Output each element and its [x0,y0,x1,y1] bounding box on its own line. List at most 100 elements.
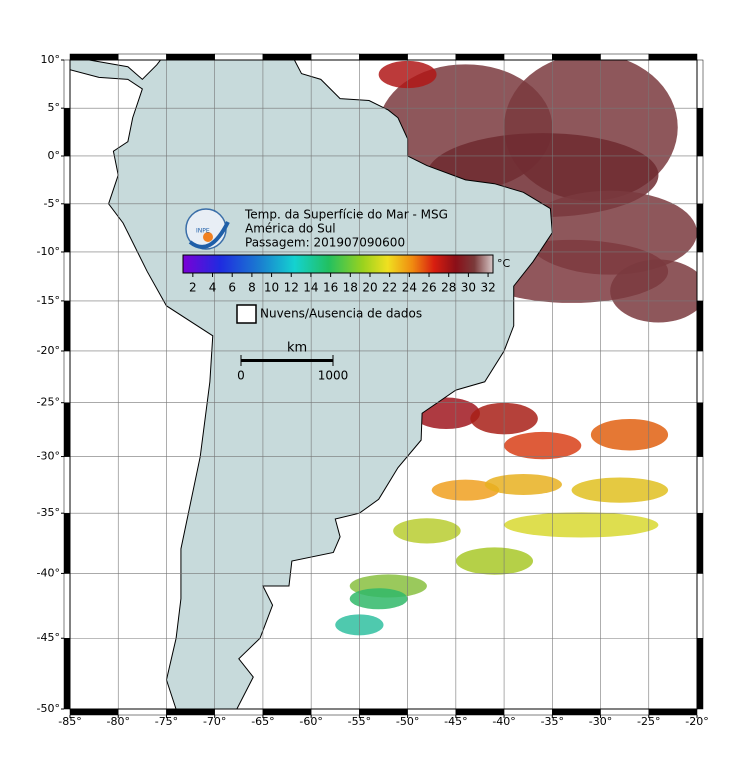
colorbar-tick-label: 6 [228,281,236,295]
lon-tick-label: -45° [444,715,467,728]
scale-tick-label: 0 [237,369,245,383]
lon-tick-label: -35° [541,715,564,728]
frame [69,59,698,710]
colorbar-tick-label: 8 [248,281,256,295]
lon-tick-label: -65° [251,715,274,728]
lon-tick-label: -80° [106,715,129,728]
legend-pass: Passagem: 201907090600 [245,236,405,250]
frame-bar [310,53,360,61]
frame-bar [63,59,71,109]
lat-tick-label: -35° [37,506,60,519]
frame-bar [503,53,553,61]
colorbar-tick-label: 14 [303,281,318,295]
lat-tick-label: -30° [37,450,60,463]
legend-region: América do Sul [245,222,336,236]
frame-bar [600,53,650,61]
frame-bar [359,53,408,61]
frame-bar [696,300,704,352]
colorbar-tick-label: 32 [480,281,495,295]
colorbar-tick-label: 24 [402,281,417,295]
colorbar-tick-label: 30 [461,281,476,295]
colorbar-tick-label: 22 [382,281,397,295]
frame-bar [696,573,704,639]
colorbar-tick-label: 18 [343,281,358,295]
clouds-swatch [236,304,257,324]
colorbar-tick-label: 12 [284,281,299,295]
lat-tick-label: -45° [37,631,60,644]
sst-patch [610,259,697,323]
lon-tick-label: -20° [685,715,708,728]
logo-swoosh [188,221,230,249]
clouds-label: Nuvens/Ausencia de dados [260,307,422,321]
colorbar-tick-label: 2 [189,281,197,295]
frame-bar [696,402,704,457]
frame-bar [69,53,119,61]
frame-bar [696,107,704,157]
lat-tick-label: -40° [37,566,60,579]
frame-bar [63,573,71,639]
frame-bar [696,350,704,403]
frame-bar [696,456,704,514]
sst-patch [484,473,562,495]
sst-patch [504,431,582,460]
frame-bar [63,300,71,352]
lat-tick-label: -5° [44,197,60,210]
frame-bar [552,53,601,61]
lat-tick-label: -25° [37,396,60,409]
sst-patch [504,512,659,538]
scale-tick-label: 1000 [318,369,349,383]
lon-tick-label: -55° [348,715,371,728]
colorbar-tick-label: 28 [441,281,456,295]
map-area [70,60,697,709]
lon-tick-label: -75° [155,715,178,728]
lon-tick-label: -40° [492,715,515,728]
frame-bar [696,203,704,253]
frame-bar [63,155,71,205]
frame-bar [696,251,704,302]
lon-tick-label: -30° [589,715,612,728]
map-layers: -85° -80° -75° -70° -65° -60° -55° -50° -45° -40°… [37,53,709,728]
colorbar-tick-label: 20 [362,281,377,295]
colorbar [182,254,494,274]
sst-patch [455,547,534,575]
frame-bar [262,53,312,61]
sst-patch [590,418,669,451]
lon-tick-label: -70° [203,715,226,728]
lat-tick-label: -50° [37,702,60,715]
logo-text: INPE [196,228,210,235]
lat-tick-label: -15° [37,294,60,307]
sst-patch [431,479,500,501]
colorbar-tick-label: 26 [421,281,436,295]
frame-bar [63,637,71,710]
lat-tick-label: 5° [48,101,61,114]
colorbar-tick-label: 16 [323,281,338,295]
lon-tick-label: -60° [299,715,322,728]
frame-bar [455,53,505,61]
frame-bar [63,512,71,574]
logo-sun [203,232,213,242]
colorbar-tick-label: 4 [209,281,217,295]
frame-bar [63,203,71,253]
lat-tick-label: -20° [37,344,60,357]
lat-tick-label: 0° [48,149,61,162]
frame-bar [63,107,71,157]
frame-bar [63,350,71,403]
frame-bar [63,251,71,302]
frame-bar [696,512,704,574]
sst-patch [349,588,408,610]
colorbar-unit: °C [497,257,511,270]
scale-bar [241,359,333,362]
frame-bar [696,59,704,109]
frame-bar [648,53,698,61]
lon-tick-label: -50° [396,715,419,728]
lat-tick-label: -10° [37,245,60,258]
colorbar-tick-label: 10 [264,281,279,295]
frame-bar [407,53,457,61]
frame-bar [63,402,71,457]
frame-bar [117,53,167,61]
lon-tick-label: -85° [58,715,81,728]
scale-unit: km [287,341,307,356]
frame-bar [63,456,71,514]
lat-tick-label: 10° [41,53,61,66]
